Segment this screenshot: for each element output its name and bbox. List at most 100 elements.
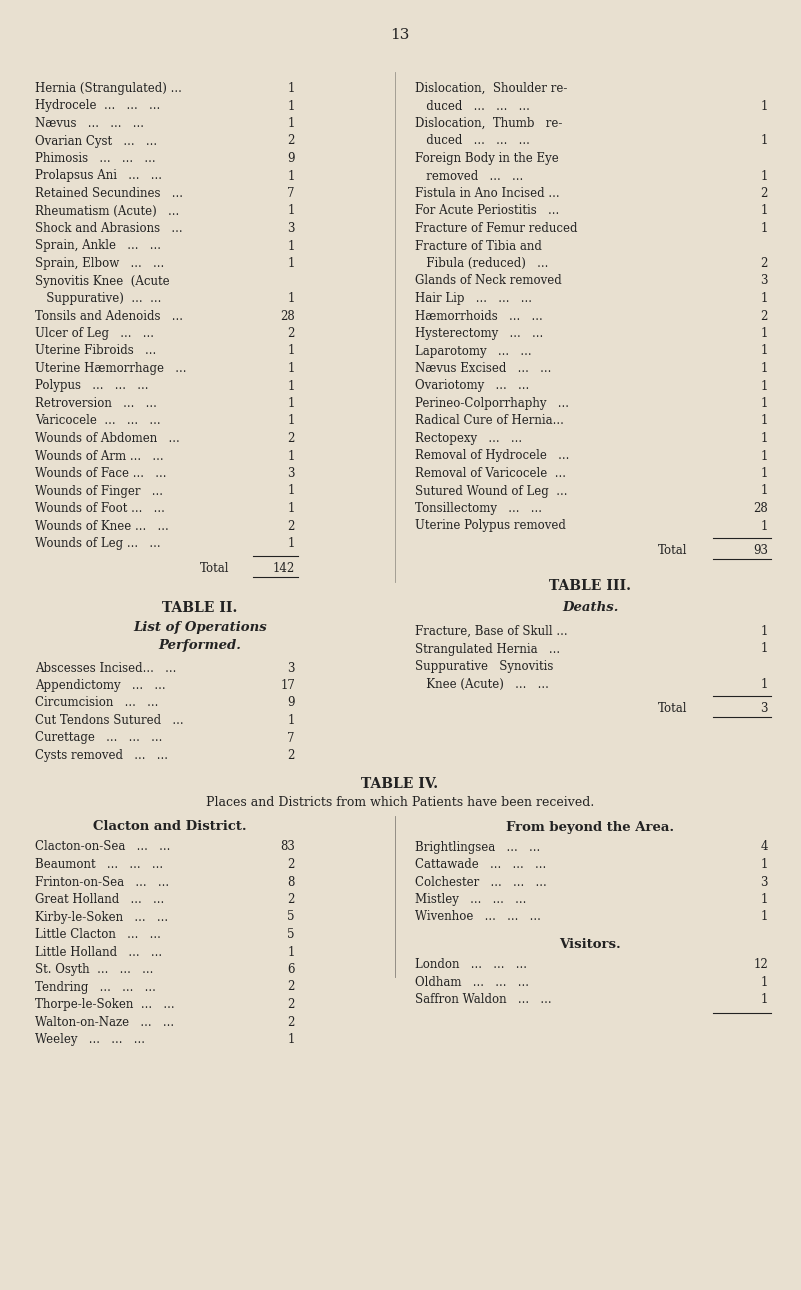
Text: Perineo-Colporrhaphy   ...: Perineo-Colporrhaphy ...: [415, 397, 569, 410]
Text: Nævus   ...   ...   ...: Nævus ... ... ...: [35, 117, 144, 130]
Text: Phimosis   ...   ...   ...: Phimosis ... ... ...: [35, 152, 155, 165]
Text: Weeley   ...   ...   ...: Weeley ... ... ...: [35, 1033, 145, 1046]
Text: Little Clacton   ...   ...: Little Clacton ... ...: [35, 928, 161, 940]
Text: 2: 2: [288, 980, 295, 993]
Text: Ulcer of Leg   ...   ...: Ulcer of Leg ... ...: [35, 326, 154, 341]
Text: Colchester   ...   ...   ...: Colchester ... ... ...: [415, 876, 547, 889]
Text: 1: 1: [761, 362, 768, 375]
Text: 1: 1: [288, 362, 295, 375]
Text: 1: 1: [761, 911, 768, 924]
Text: Dislocation,  Shoulder re-: Dislocation, Shoulder re-: [415, 83, 567, 95]
Text: Fibula (reduced)   ...: Fibula (reduced) ...: [415, 257, 549, 270]
Text: 1: 1: [288, 946, 295, 958]
Text: Hair Lip   ...   ...   ...: Hair Lip ... ... ...: [415, 292, 532, 304]
Text: Walton-on-Naze   ...   ...: Walton-on-Naze ... ...: [35, 1015, 174, 1028]
Text: 2: 2: [761, 257, 768, 270]
Text: 3: 3: [760, 876, 768, 889]
Text: Saffron Waldon   ...   ...: Saffron Waldon ... ...: [415, 993, 552, 1006]
Text: 3: 3: [288, 222, 295, 235]
Text: Wounds of Knee ...   ...: Wounds of Knee ... ...: [35, 520, 169, 533]
Text: 1: 1: [761, 432, 768, 445]
Text: 2: 2: [288, 326, 295, 341]
Text: 1: 1: [288, 1033, 295, 1046]
Text: Hernia (Strangulated) ...: Hernia (Strangulated) ...: [35, 83, 182, 95]
Text: 1: 1: [761, 520, 768, 533]
Text: 1: 1: [761, 642, 768, 655]
Text: 1: 1: [288, 292, 295, 304]
Text: Deaths.: Deaths.: [562, 601, 618, 614]
Text: 3: 3: [288, 467, 295, 480]
Text: Mistley   ...   ...   ...: Mistley ... ... ...: [415, 893, 526, 906]
Text: Suppurative)  ...  ...: Suppurative) ... ...: [35, 292, 161, 304]
Text: Frinton-on-Sea   ...   ...: Frinton-on-Sea ... ...: [35, 876, 169, 889]
Text: duced   ...   ...   ...: duced ... ... ...: [415, 134, 530, 147]
Text: 7: 7: [288, 187, 295, 200]
Text: Retained Secundines   ...: Retained Secundines ...: [35, 187, 183, 200]
Text: Radical Cure of Hernia...: Radical Cure of Hernia...: [415, 414, 564, 427]
Text: Appendictomy   ...   ...: Appendictomy ... ...: [35, 679, 166, 691]
Text: 1: 1: [288, 257, 295, 270]
Text: 1: 1: [288, 83, 295, 95]
Text: Rheumatism (Acute)   ...: Rheumatism (Acute) ...: [35, 205, 179, 218]
Text: From beyond the Area.: From beyond the Area.: [506, 820, 674, 833]
Text: 28: 28: [280, 310, 295, 322]
Text: 1: 1: [288, 449, 295, 463]
Text: Fistula in Ano Incised ...: Fistula in Ano Incised ...: [415, 187, 560, 200]
Text: Wivenhoe   ...   ...   ...: Wivenhoe ... ... ...: [415, 911, 541, 924]
Text: Cut Tendons Sutured   ...: Cut Tendons Sutured ...: [35, 713, 183, 728]
Text: 1: 1: [761, 485, 768, 498]
Text: Clacton-on-Sea   ...   ...: Clacton-on-Sea ... ...: [35, 841, 171, 854]
Text: 1: 1: [288, 379, 295, 392]
Text: Uterine Polypus removed: Uterine Polypus removed: [415, 520, 566, 533]
Text: For Acute Periostitis   ...: For Acute Periostitis ...: [415, 205, 559, 218]
Text: 1: 1: [761, 449, 768, 463]
Text: 1: 1: [288, 205, 295, 218]
Text: 3: 3: [760, 702, 768, 715]
Text: Hæmorrhoids   ...   ...: Hæmorrhoids ... ...: [415, 310, 543, 322]
Text: Sprain, Elbow   ...   ...: Sprain, Elbow ... ...: [35, 257, 164, 270]
Text: 1: 1: [761, 134, 768, 147]
Text: Suppurative   Synovitis: Suppurative Synovitis: [415, 660, 553, 673]
Text: Thorpe-le-Soken  ...   ...: Thorpe-le-Soken ... ...: [35, 998, 175, 1011]
Text: 17: 17: [280, 679, 295, 691]
Text: Prolapsus Ani   ...   ...: Prolapsus Ani ... ...: [35, 169, 162, 182]
Text: Abscesses Incised...   ...: Abscesses Incised... ...: [35, 662, 176, 675]
Text: 93: 93: [753, 544, 768, 557]
Text: 1: 1: [288, 99, 295, 112]
Text: Foreign Body in the Eye: Foreign Body in the Eye: [415, 152, 559, 165]
Text: Uterine Hæmorrhage   ...: Uterine Hæmorrhage ...: [35, 362, 187, 375]
Text: 1: 1: [288, 537, 295, 550]
Text: Clacton and District.: Clacton and District.: [93, 820, 247, 833]
Text: London   ...   ...   ...: London ... ... ...: [415, 958, 527, 971]
Text: 1: 1: [761, 993, 768, 1006]
Text: 2: 2: [288, 749, 295, 762]
Text: Tonsillectomy   ...   ...: Tonsillectomy ... ...: [415, 502, 542, 515]
Text: Fracture of Tibia and: Fracture of Tibia and: [415, 240, 541, 253]
Text: Total: Total: [658, 702, 687, 715]
Text: 12: 12: [753, 958, 768, 971]
Text: Hysterectomy   ...   ...: Hysterectomy ... ...: [415, 326, 543, 341]
Text: Rectopexy   ...   ...: Rectopexy ... ...: [415, 432, 522, 445]
Text: 2: 2: [288, 520, 295, 533]
Text: 1: 1: [761, 467, 768, 480]
Text: 1: 1: [288, 414, 295, 427]
Text: Retroversion   ...   ...: Retroversion ... ...: [35, 397, 157, 410]
Text: 1: 1: [288, 117, 295, 130]
Text: 3: 3: [288, 662, 295, 675]
Text: Great Holland   ...   ...: Great Holland ... ...: [35, 893, 164, 906]
Text: 1: 1: [761, 975, 768, 988]
Text: 2: 2: [761, 310, 768, 322]
Text: Synovitis Knee  (Acute: Synovitis Knee (Acute: [35, 275, 170, 288]
Text: Ovariotomy   ...   ...: Ovariotomy ... ...: [415, 379, 529, 392]
Text: Curettage   ...   ...   ...: Curettage ... ... ...: [35, 731, 163, 744]
Text: Removal of Hydrocele   ...: Removal of Hydrocele ...: [415, 449, 570, 463]
Text: Performed.: Performed.: [159, 640, 241, 653]
Text: 1: 1: [288, 169, 295, 182]
Text: Wounds of Face ...   ...: Wounds of Face ... ...: [35, 467, 167, 480]
Text: 1: 1: [761, 858, 768, 871]
Text: Wounds of Finger   ...: Wounds of Finger ...: [35, 485, 163, 498]
Text: 1: 1: [288, 397, 295, 410]
Text: Wounds of Foot ...   ...: Wounds of Foot ... ...: [35, 502, 165, 515]
Text: List of Operations: List of Operations: [133, 622, 267, 635]
Text: Circumcision   ...   ...: Circumcision ... ...: [35, 697, 159, 710]
